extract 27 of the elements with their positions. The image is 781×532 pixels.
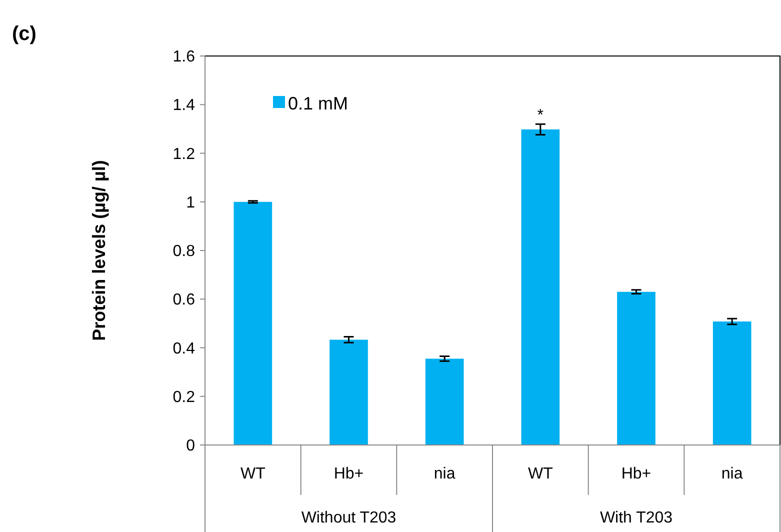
y-tick-label: 0	[186, 438, 196, 455]
x-tick-label: Hb+	[621, 466, 652, 483]
x-tick-label: nia	[721, 466, 743, 483]
y-axis-title: Protein levels (µg/ µl)	[89, 160, 109, 341]
x-tick-label: nia	[434, 466, 456, 483]
bar	[712, 321, 752, 445]
y-tick-label: 1	[186, 194, 196, 212]
y-tick-label: 0.8	[172, 243, 196, 260]
text: Without T203	[301, 510, 396, 527]
bar	[521, 129, 560, 445]
x-tick-label: Hb+	[334, 466, 364, 483]
legend-label: 0.1 mM	[288, 93, 348, 114]
text: With T203	[600, 510, 673, 527]
bar	[425, 358, 464, 445]
y-tick-label: 1.6	[172, 48, 196, 66]
bar	[234, 202, 272, 445]
data-label: *	[537, 107, 544, 124]
text: (c)	[12, 23, 36, 45]
x-tick-label: WT	[240, 466, 266, 483]
y-tick-label: 0.2	[172, 388, 196, 406]
y-tick-label: 1.2	[172, 146, 196, 163]
y-tick-label: 1.4	[172, 97, 196, 114]
y-tick-label: 0.6	[172, 292, 196, 309]
y-tick-label: 0.4	[172, 340, 196, 358]
bar	[617, 292, 656, 445]
bar	[330, 340, 368, 445]
x-tick-label: WT	[528, 466, 554, 483]
